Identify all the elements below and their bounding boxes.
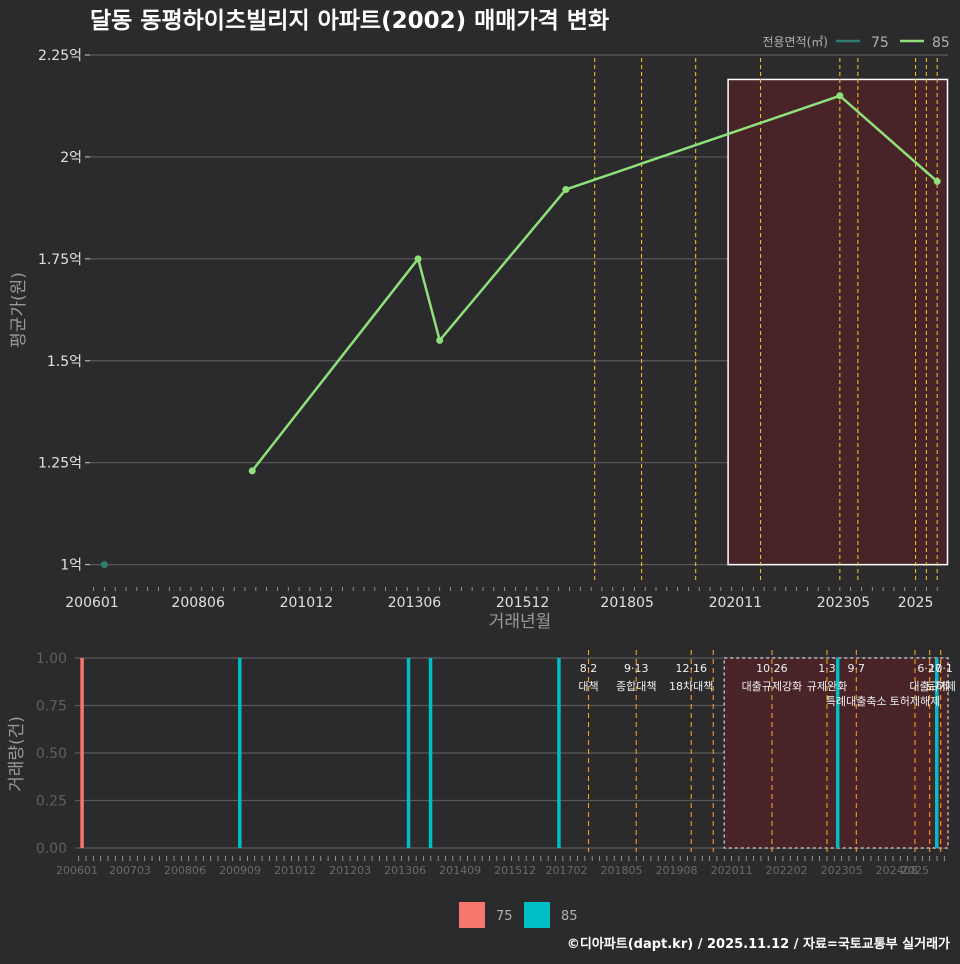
volume-y-tick-label-4: 1.00	[36, 651, 67, 667]
price-x-tick-label-7: 202305	[817, 595, 870, 611]
price-series-line-85	[251, 94, 939, 472]
policy-date-2: 12·16	[675, 662, 707, 675]
price-x-tick-label-8: 2025	[898, 595, 934, 611]
policy-label-0: 대책	[578, 680, 598, 693]
price-chart-highlight	[727, 78, 949, 566]
volume-bar-1	[238, 658, 242, 848]
policy-label-8: 토허제	[925, 680, 955, 693]
policy-label-5: 특례대출축소	[826, 695, 887, 708]
policy-date-5: 9·7	[848, 662, 866, 675]
policy-label-2: 18차대책	[669, 680, 713, 693]
price-y-tick-label-5: 2.25억	[38, 48, 82, 64]
volume-y-axis-label: 거래량(건)	[7, 716, 27, 792]
policy-date-4: 1·3	[818, 662, 836, 675]
volume-x-tick-label-7: 201409	[439, 864, 481, 877]
price-chart-series	[100, 92, 941, 569]
volume-x-tick-label-0: 200601	[56, 864, 98, 877]
bar-legend-swatch-85	[524, 902, 550, 928]
volume-legend: 75 85	[459, 902, 578, 928]
volume-y-tick-label-1: 0.25	[36, 794, 67, 810]
policy-label-1: 종합대책	[616, 680, 656, 693]
chart-title: 달동 동평하이츠빌리지 아파트(2002) 매매가격 변화	[90, 8, 609, 34]
volume-chart-bars	[80, 658, 939, 848]
price-legend-title: 전용면적(㎡)	[762, 35, 828, 49]
price-y-tick-label-0: 1억	[60, 558, 82, 574]
price-point-75-0	[100, 561, 108, 569]
policy-label-7: 대출규제	[909, 680, 949, 693]
volume-y-tick-label-0: 0.00	[36, 841, 67, 857]
price-y-tick-label-1: 1.25억	[38, 456, 82, 472]
volume-x-tick-label-13: 202202	[766, 864, 808, 877]
bar-legend-label-75: 75	[496, 909, 513, 924]
price-y-axis-label: 평균가(원)	[9, 272, 29, 348]
price-chart-grid	[90, 54, 948, 566]
volume-x-tick-label-5: 201203	[329, 864, 371, 877]
volume-x-tick-label-10: 201805	[601, 864, 643, 877]
policy-label-6: 토허제해제	[890, 694, 941, 708]
price-point-85-1	[414, 255, 422, 263]
volume-x-tick-label-2: 200806	[164, 864, 206, 877]
price-highlight-box	[727, 78, 949, 566]
volume-x-tick-label-12: 202011	[711, 864, 753, 877]
price-x-tick-label-1: 200806	[171, 595, 225, 611]
price-x-tick-label-3: 201306	[388, 595, 442, 611]
volume-x-tick-label-3: 200909	[219, 864, 261, 877]
price-y-tick-label-3: 1.75억	[38, 252, 82, 268]
volume-bar-3	[428, 658, 433, 848]
volume-bar-6	[934, 658, 939, 848]
legend-label-85: 85	[932, 35, 950, 51]
price-legend: 전용면적(㎡) 75 85	[762, 35, 949, 51]
volume-x-tick-label-6: 201306	[384, 864, 426, 877]
volume-bar-5	[835, 658, 840, 848]
price-x-tick-label-2: 201012	[280, 595, 333, 611]
volume-x-tick-label-11: 201908	[656, 864, 698, 877]
price-x-tick-label-6: 202011	[709, 595, 762, 611]
bar-legend-swatch-75	[459, 902, 485, 928]
volume-x-tick-label-8: 201512	[494, 864, 536, 877]
policy-date-7: 6·27	[917, 662, 942, 675]
price-x-tick-label-4: 201512	[496, 595, 549, 611]
volume-x-tick-label-16: 2025	[901, 864, 929, 877]
volume-x-tick-label-14: 202305	[821, 864, 863, 877]
legend-label-75: 75	[871, 35, 889, 51]
volume-x-tick-label-1: 200703	[109, 864, 151, 877]
volume-x-tick-label-4: 201012	[274, 864, 316, 877]
policy-date-3: 10·26	[756, 662, 788, 675]
volume-x-tick-label-15: 202408	[876, 864, 918, 877]
volume-x-tick-label-9: 201702	[546, 864, 588, 877]
policy-label-4: 규제완화	[807, 680, 847, 693]
price-point-85-0	[248, 467, 256, 475]
price-x-axis-label: 거래년월	[489, 612, 552, 632]
price-chart-policy-lines	[594, 58, 938, 582]
price-y-tick-label-2: 1.5억	[47, 354, 82, 370]
policy-date-0: 8·2	[580, 662, 598, 675]
volume-chart-axes: 0.00 0.25 0.50 0.75 1.00 200601 200703 200806 20…	[36, 651, 945, 877]
price-chart-axes: 1억 1.25억 1.5억 1.75억 2억 2.25억 200601 200806 20101…	[38, 48, 938, 611]
policy-date-1: 9·13	[624, 662, 649, 675]
price-point-85-5	[933, 177, 941, 185]
bar-legend-label-85: 85	[561, 909, 578, 924]
volume-chart-annotations: 8·2 대책 9·13 종합대책 12·16 18차대책 10·26 대출규제강화 1·3 규제완…	[578, 662, 955, 708]
price-point-85-3	[562, 186, 570, 194]
price-x-tick-label-0: 200601	[65, 595, 118, 611]
volume-bar-0	[80, 658, 84, 848]
price-x-tick-label-5: 201805	[600, 595, 653, 611]
policy-label-3: 대출규제강화	[742, 680, 803, 693]
price-point-85-2	[436, 336, 444, 344]
volume-bar-4	[557, 658, 561, 848]
volume-y-tick-label-2: 0.50	[36, 746, 67, 762]
price-y-tick-label-4: 2억	[60, 150, 82, 166]
volume-y-tick-label-3: 0.75	[36, 699, 67, 715]
price-point-85-4	[836, 92, 844, 100]
volume-bar-2	[406, 658, 411, 848]
footer-credit: ©디아파트(dapt.kr) / 2025.11.12 / 자료=국토교통부 실…	[567, 936, 950, 952]
policy-date-8: 10·1	[928, 662, 953, 675]
volume-chart-policy-lines	[587, 650, 942, 852]
